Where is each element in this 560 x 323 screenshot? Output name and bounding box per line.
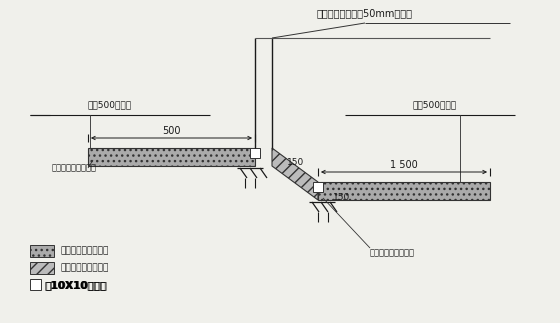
Bar: [250, 148, 260, 158]
Text: 阴阳角要控制半径50mm的圆弧: 阴阳角要控制半径50mm的圆弧: [317, 8, 413, 18]
Text: 150: 150: [287, 158, 304, 166]
Text: 1 500: 1 500: [390, 160, 418, 170]
Bar: [30, 245, 54, 257]
Text: 第二次浇筑斜面垫层: 第二次浇筑斜面垫层: [60, 264, 109, 273]
Text: 插上钉筋以固定方木: 插上钉筋以固定方木: [370, 248, 415, 257]
Bar: [313, 182, 323, 192]
Text: 插上钉筋以固定方木: 插上钉筋以固定方木: [52, 163, 97, 172]
Bar: [30, 262, 54, 274]
Text: 放上500控制线: 放上500控制线: [88, 100, 132, 109]
Text: 150: 150: [333, 193, 350, 202]
Bar: [88, 148, 255, 166]
Text: 放上500控制线: 放上500控制线: [413, 100, 457, 109]
Bar: [30, 279, 41, 290]
Text: 口10X10的方木: 口10X10的方木: [44, 280, 106, 290]
Text: 500: 500: [162, 126, 180, 136]
Bar: [318, 182, 490, 200]
Polygon shape: [272, 148, 318, 200]
Text: 第一次浇筑平面垫层: 第一次浇筑平面垫层: [60, 246, 109, 255]
Text: 口10X10的方木: 口10X10的方木: [45, 280, 107, 290]
